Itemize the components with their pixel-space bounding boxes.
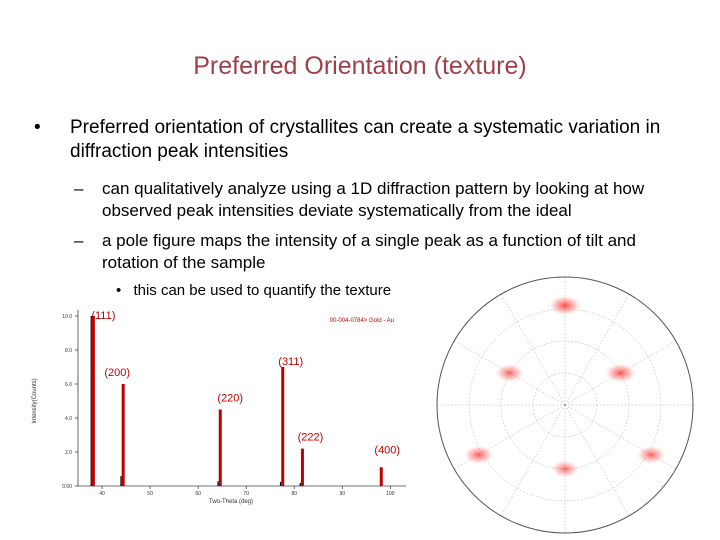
pole-figure-spoke — [564, 404, 676, 470]
legend-label: 00-004-0784> Gold - Au — [330, 318, 394, 324]
sub-sub-bullet-mark: • — [116, 282, 122, 299]
x-tick-label: 100 — [386, 491, 395, 497]
pole-figure-spoke — [500, 404, 566, 516]
y-axis-label: Intensity(Counts) — [32, 378, 38, 423]
sub-sub-bullet: • this can be used to quantify the textu… — [116, 282, 391, 299]
x-tick-label: 40 — [99, 491, 105, 497]
pole-figure-hotspots — [462, 294, 667, 479]
peak-label: (220) — [217, 393, 243, 405]
y-tick-label: 10.0 — [62, 314, 72, 320]
chart-text: 0.00 2.0 4.0 6.0 8.0 10.0 40 50 60 70 80 90 100 Two-T… — [32, 310, 400, 505]
x-tick-label: 70 — [243, 491, 249, 497]
bullet-text: Preferred orientation of crystallites ca… — [70, 117, 661, 163]
chart-marks — [90, 316, 383, 486]
y-tick-label: 8.0 — [65, 348, 72, 354]
sub-bullet-2: – a pole figure maps the intensity of a … — [74, 230, 674, 273]
bullet-mark: • — [34, 117, 41, 138]
pole-figure-spoke — [564, 294, 630, 406]
y-tick-label: 0.00 — [62, 484, 72, 490]
x-tick-label: 60 — [195, 491, 201, 497]
pole-figure-spoke — [500, 294, 566, 406]
pole-hotspot — [603, 362, 638, 384]
peak-label: (222) — [298, 432, 324, 444]
sub-sub-bullet-text: this can be used to quantify the texture — [133, 282, 392, 299]
bullet-1: • Preferred orientation of crystallites … — [34, 116, 674, 164]
y-tick-label: 4.0 — [65, 416, 72, 422]
chart-axes — [75, 310, 406, 489]
pole-hotspot — [635, 444, 667, 465]
peak-label: (400) — [374, 444, 400, 456]
sub-bullet-mark: – — [74, 231, 84, 250]
x-tick-label: 80 — [291, 491, 297, 497]
peak-label: (200) — [104, 367, 130, 379]
y-tick-label: 2.0 — [65, 450, 72, 456]
pole-figure-grid — [436, 276, 694, 534]
pole-hotspot — [550, 459, 580, 479]
pole-hotspot — [462, 444, 495, 465]
pole-hotspot — [493, 363, 526, 383]
peak-label: (311) — [278, 356, 303, 368]
sub-bullet-1: – can qualitatively analyze using a 1D d… — [74, 178, 674, 221]
peak-label: (111) — [91, 310, 115, 322]
diffraction-chart: 0.00 2.0 4.0 6.0 8.0 10.0 40 50 60 70 80 90 100 Two-T… — [32, 310, 406, 505]
slide-title: Preferred Orientation (texture) — [193, 52, 527, 80]
sub-bullet-mark: – — [74, 179, 84, 198]
y-tick-label: 6.0 — [65, 382, 72, 388]
x-tick-label: 90 — [340, 491, 346, 497]
pole-figure-spoke — [454, 404, 566, 470]
pole-hotspot — [547, 294, 583, 317]
sub-bullet-text: a pole figure maps the intensity of a si… — [102, 231, 636, 272]
sub-bullet-text: can qualitatively analyze using a 1D dif… — [102, 179, 645, 220]
x-axis-label: Two-Theta (deg) — [209, 499, 253, 505]
pole-figure — [436, 276, 694, 534]
pole-figure-spoke — [564, 404, 630, 516]
x-tick-label: 50 — [147, 491, 153, 497]
